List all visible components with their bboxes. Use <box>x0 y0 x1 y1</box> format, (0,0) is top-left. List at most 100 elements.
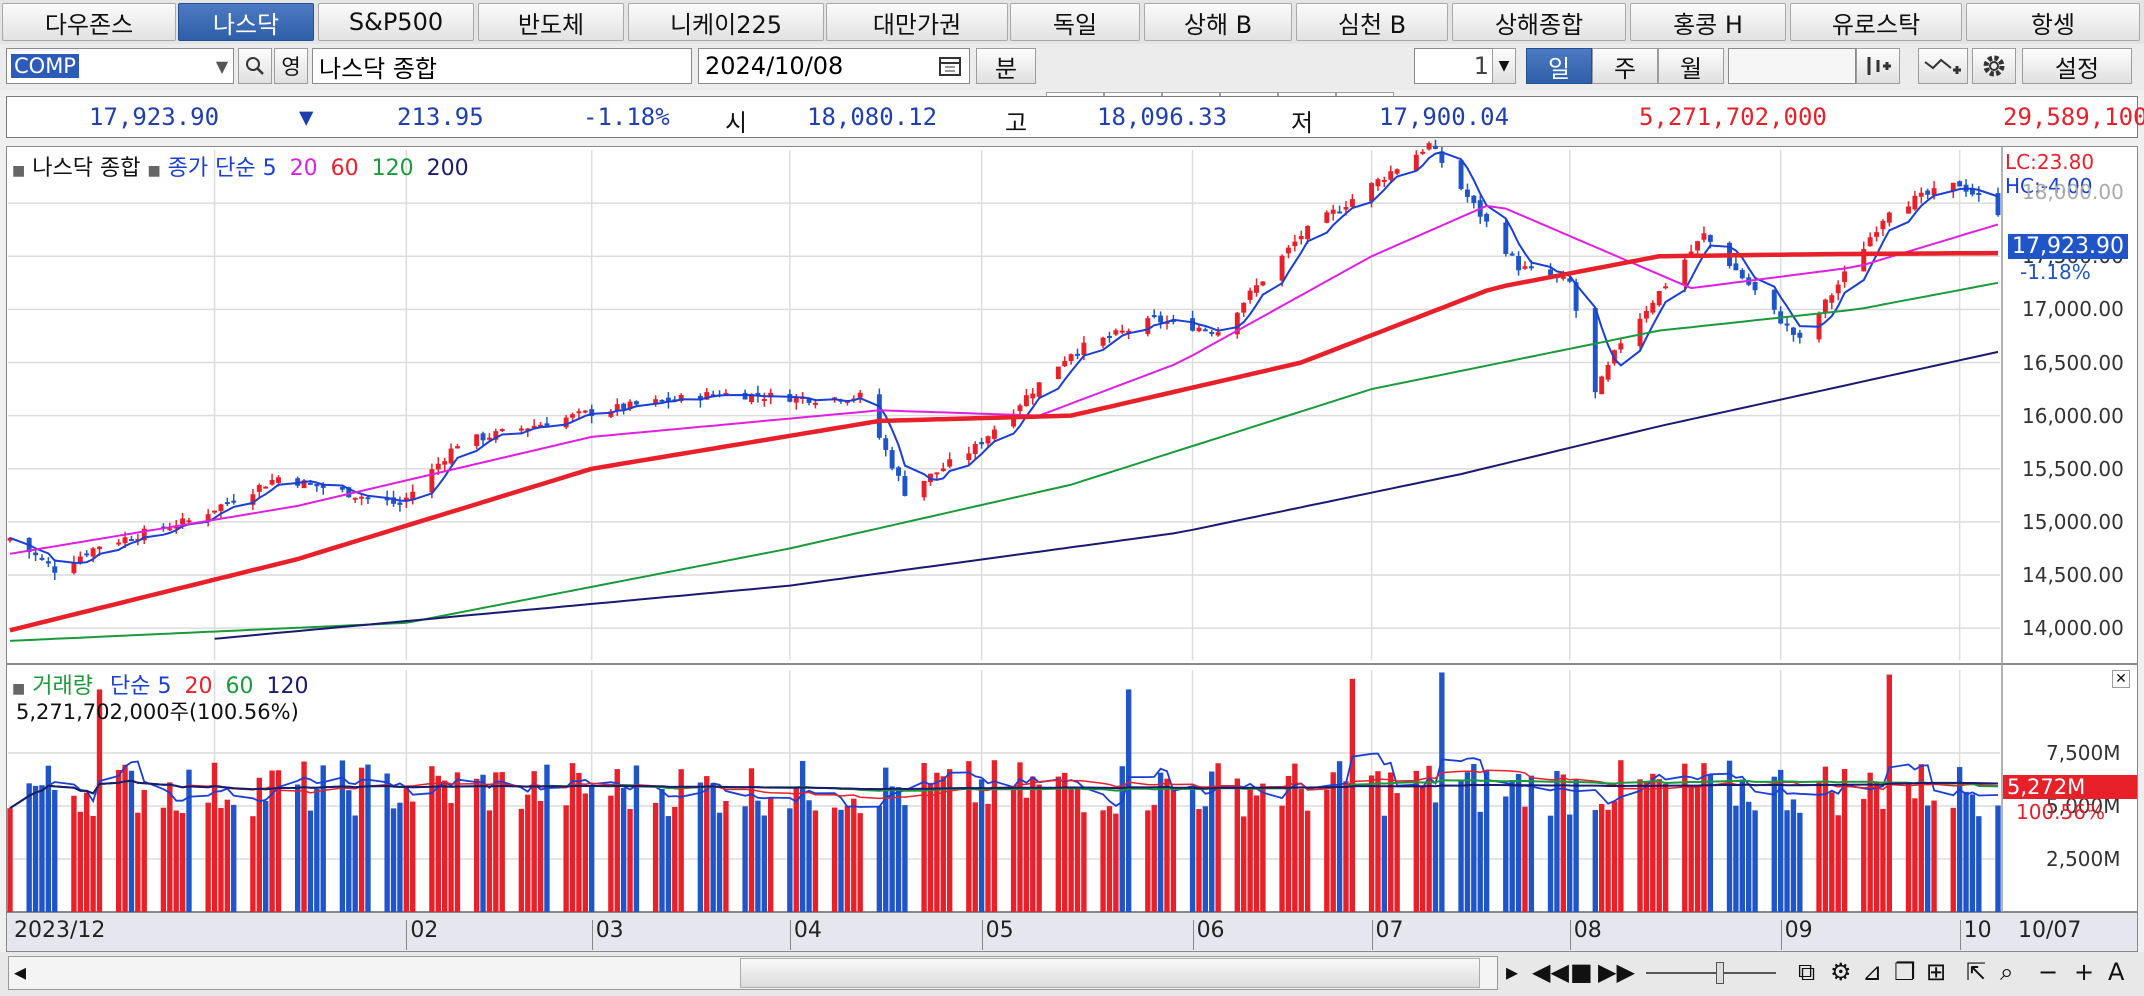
zoom-out-icon[interactable]: − <box>2038 958 2059 986</box>
candle-body <box>742 392 748 400</box>
candle-body <box>678 394 684 402</box>
candle-body <box>269 480 275 485</box>
stop-icon[interactable]: ■ <box>1570 958 1593 986</box>
volume-bar <box>1873 782 1880 912</box>
volume-bar <box>128 770 135 912</box>
x-axis-label: 04 <box>793 918 822 943</box>
candle-body <box>499 429 505 432</box>
chart-compare-button[interactable] <box>1856 48 1900 84</box>
volume-bar <box>1145 810 1151 912</box>
volume-bar <box>7 808 13 912</box>
candle-body <box>1739 270 1745 279</box>
candle-body <box>1254 285 1259 293</box>
candle-body <box>1957 181 1963 187</box>
candle-body <box>1912 195 1918 210</box>
settings-button[interactable]: 설정 <box>2022 48 2132 84</box>
price-chart-panel[interactable] <box>6 146 2138 664</box>
volume-bar <box>678 769 684 912</box>
market-tab[interactable]: 독일 <box>1010 3 1140 41</box>
market-tab[interactable]: S&P500 <box>318 3 474 41</box>
candle-body <box>448 448 454 464</box>
zoom-slider[interactable] <box>1646 972 1776 974</box>
candle-body <box>84 553 90 556</box>
market-tab[interactable]: 상해종합 <box>1452 3 1626 41</box>
candle-body <box>538 424 544 428</box>
calendar-button[interactable] <box>934 52 966 80</box>
scrollbar-thumb[interactable] <box>740 958 1480 988</box>
rewind-icon[interactable]: ◀◀ <box>1532 958 1569 986</box>
view-options-icon[interactable]: ⧉ <box>1798 958 1816 986</box>
go-start-icon[interactable]: ⇱ <box>1966 958 1987 986</box>
y-top-partial: 18,000.00 <box>2022 180 2124 204</box>
search-button[interactable] <box>238 48 272 84</box>
play-icon[interactable]: ▶▶ <box>1598 958 1635 986</box>
gear-button[interactable] <box>1972 48 2016 84</box>
copy-icon[interactable]: ❐ <box>1894 958 1916 986</box>
market-tab[interactable]: 니케이225 <box>628 3 824 41</box>
week-button[interactable]: 주 <box>1592 48 1658 84</box>
market-tab[interactable]: 심천 B <box>1296 3 1448 41</box>
candle-body <box>787 394 793 402</box>
minute-button[interactable]: 분 <box>976 48 1036 84</box>
candle-body <box>1874 232 1880 237</box>
candle-body <box>403 497 409 502</box>
ma120-line <box>9 281 1999 642</box>
candle-body <box>1867 237 1873 247</box>
candle-body <box>1241 302 1247 313</box>
volume-bar <box>365 764 371 912</box>
market-tab[interactable]: 다우존스 <box>2 3 176 41</box>
volume-ma120-line <box>9 779 1999 810</box>
candle-body <box>1343 207 1349 210</box>
symbol-input[interactable]: COMP <box>6 48 234 84</box>
volume-bar <box>173 810 179 912</box>
candle-body <box>167 528 173 531</box>
candle-body <box>1107 336 1112 339</box>
search-zoom-icon[interactable]: ⌕ <box>2000 958 2014 986</box>
candle-body <box>231 500 237 503</box>
market-tab[interactable]: 홍콩 H <box>1630 3 1786 41</box>
font-size-icon[interactable]: A <box>2108 958 2125 986</box>
symbol-dropdown-button[interactable]: ▼ <box>215 56 229 76</box>
volume-bar <box>1688 785 1694 912</box>
volume-bar <box>1963 791 1969 912</box>
period-extra-field[interactable] <box>1728 48 1856 84</box>
zoom-in-icon[interactable]: + <box>2074 958 2095 986</box>
market-tab[interactable]: 항셍 <box>1966 3 2140 41</box>
grid-icon[interactable]: ⊞ <box>1926 958 1947 986</box>
scroll-left-icon[interactable]: ◂ <box>14 958 27 986</box>
candle-body <box>1100 337 1106 346</box>
candle-body <box>1285 247 1291 254</box>
eng-toggle-button[interactable]: 영 <box>274 48 308 84</box>
close-volume-panel-button[interactable]: ✕ <box>2112 670 2130 688</box>
quote-low: 17,900.04 <box>1379 103 1510 131</box>
market-tab[interactable]: 반도체 <box>478 3 624 41</box>
zoom-slider-handle[interactable] <box>1716 962 1724 984</box>
date-input[interactable]: 2024/10/08 <box>698 48 970 84</box>
market-tab[interactable]: 상해 B <box>1144 3 1292 41</box>
x-axis-label: 02 <box>410 918 439 943</box>
market-tab[interactable]: 나스닥 <box>178 3 314 41</box>
month-button[interactable]: 월 <box>1658 48 1724 84</box>
candle-body <box>1503 222 1509 254</box>
gear-small-icon[interactable]: ⚙ <box>1830 958 1852 986</box>
candle-body <box>141 528 147 541</box>
count-dropdown-button[interactable]: ▼ <box>1492 48 1516 84</box>
candle-body <box>979 442 985 445</box>
volume-bar <box>1618 760 1624 912</box>
scroll-right-icon[interactable]: ▸ <box>1506 958 1519 986</box>
volume-bar <box>1375 771 1381 912</box>
day-button[interactable]: 일 <box>1526 48 1592 84</box>
volume-bar <box>231 804 237 912</box>
volume-bar <box>883 767 889 912</box>
candle-body <box>276 477 281 483</box>
candle-body <box>320 484 326 488</box>
volume-bar <box>384 773 390 912</box>
chart-type-icon[interactable]: ⊿ <box>1862 958 1883 986</box>
market-tab[interactable]: 유로스탁 <box>1790 3 1962 41</box>
candle-body <box>1995 193 2001 216</box>
count-input[interactable]: 1 <box>1414 48 1498 84</box>
market-tab[interactable]: 대만가권 <box>826 3 1008 41</box>
volume-bar <box>1790 799 1797 912</box>
add-indicator-button[interactable] <box>1918 48 1968 84</box>
volume-bar <box>1797 812 1803 912</box>
